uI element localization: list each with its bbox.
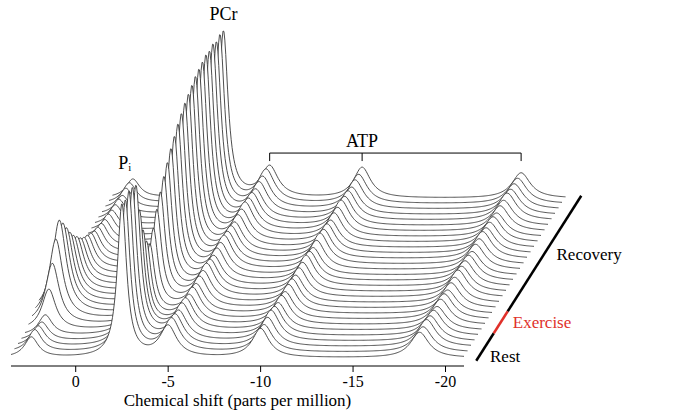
x-tick-label: -5 bbox=[161, 373, 174, 390]
trace-fill bbox=[81, 86, 534, 249]
spectrum-trace bbox=[29, 210, 482, 329]
trace-fill bbox=[43, 223, 496, 309]
x-tick bbox=[353, 366, 354, 372]
peak-label: PCr bbox=[209, 4, 237, 24]
traces bbox=[11, 31, 566, 359]
trace-fill bbox=[85, 77, 538, 244]
phase-segment bbox=[494, 311, 508, 333]
spectrum-trace bbox=[15, 200, 468, 351]
spectrum-trace bbox=[81, 86, 534, 247]
trace-fill bbox=[25, 185, 478, 337]
phase-label: Exercise bbox=[513, 313, 572, 332]
spectrum-trace bbox=[78, 95, 531, 253]
phase-label: Recovery bbox=[557, 245, 623, 264]
x-tick-label: -10 bbox=[250, 373, 271, 390]
x-tick bbox=[260, 366, 261, 372]
trace-fill bbox=[18, 191, 471, 348]
spectrum-trace bbox=[22, 188, 475, 341]
peak-bracket bbox=[270, 153, 521, 161]
phase-label: Rest bbox=[490, 347, 521, 366]
spectrum-trace bbox=[36, 239, 489, 318]
spectrum-trace bbox=[11, 204, 464, 357]
trace-fill bbox=[39, 220, 492, 315]
spectrum-trace bbox=[43, 223, 496, 307]
spectrum-trace bbox=[39, 220, 492, 313]
x-tick-label: -15 bbox=[342, 373, 363, 390]
peak-label: Pᵢ bbox=[118, 153, 131, 173]
chart: 0 -5 -10 -15 -20 Chemical shift (parts per mi… bbox=[0, 0, 673, 415]
trace-fill bbox=[36, 239, 489, 320]
x-tick bbox=[445, 366, 446, 372]
x-tick bbox=[168, 366, 169, 372]
trace-fill bbox=[46, 209, 499, 304]
trace-fill bbox=[32, 230, 485, 326]
trace-fill bbox=[15, 200, 468, 353]
peak-label: ATP bbox=[346, 131, 378, 151]
trace-fill bbox=[29, 210, 482, 331]
x-tick-label: 0 bbox=[72, 373, 80, 390]
spectrum-trace bbox=[46, 209, 499, 301]
trace-fill bbox=[78, 95, 531, 255]
spectrum-trace bbox=[18, 191, 471, 345]
x-tick bbox=[75, 366, 76, 372]
x-tick-label: -20 bbox=[435, 373, 456, 390]
spectrum-trace bbox=[32, 230, 485, 324]
spectrum-trace bbox=[25, 185, 478, 334]
x-axis-title: Chemical shift (parts per million) bbox=[124, 391, 352, 410]
x-axis bbox=[11, 366, 464, 367]
spectrum-trace bbox=[85, 77, 538, 242]
trace-fill bbox=[22, 188, 475, 343]
trace-fill bbox=[11, 204, 464, 359]
